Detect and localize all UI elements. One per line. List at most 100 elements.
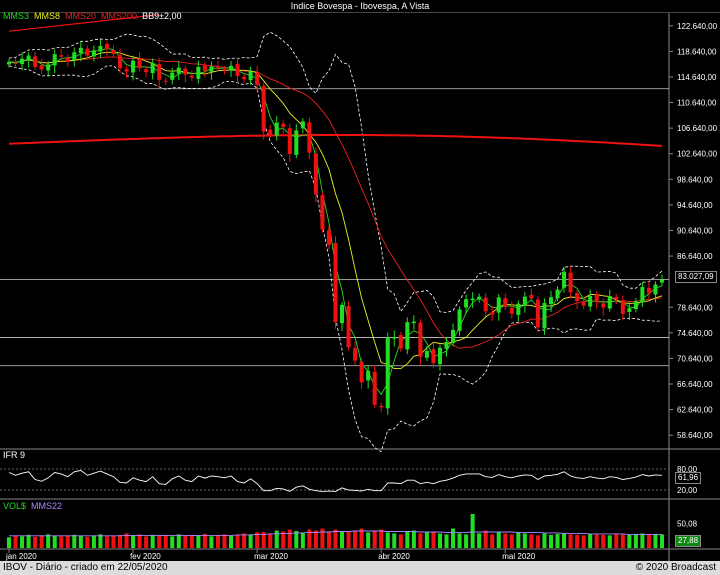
- price-tick-label: 98.640,00: [677, 175, 713, 184]
- candle-body: [411, 321, 416, 324]
- volume-bar: [627, 534, 632, 548]
- candle-body: [202, 65, 207, 71]
- candle-body: [313, 153, 318, 195]
- mms20-line: [8, 56, 663, 349]
- volume-bar: [326, 531, 331, 548]
- candle-body: [268, 129, 273, 135]
- chart-title: Indice Bovespa - Ibovespa, A Vista: [290, 1, 430, 11]
- price-tick-label: 58.640,00: [677, 431, 713, 440]
- price-tick-label: 110.640,00: [677, 99, 717, 108]
- candle-body: [418, 322, 423, 357]
- volume-bar: [137, 534, 142, 548]
- volume-bar: [340, 530, 345, 548]
- legend-mms8: MMS8: [34, 11, 61, 21]
- volume-bar: [431, 531, 436, 548]
- volume-axis-label: 50,08: [677, 520, 698, 529]
- candle-body: [78, 47, 83, 54]
- candle-body: [85, 48, 90, 56]
- ifr-line: [8, 469, 663, 492]
- candle-body: [117, 55, 123, 69]
- candle-body: [614, 296, 619, 300]
- candle-body: [509, 307, 514, 314]
- volume-bar: [359, 528, 364, 548]
- volume-bar: [470, 513, 475, 548]
- volume-bar: [26, 534, 31, 548]
- candle-body: [392, 336, 397, 339]
- volume-bar: [268, 533, 273, 548]
- bollinger-lower: [8, 65, 663, 453]
- price-tick-label: 118.640,00: [677, 47, 717, 56]
- volume-bar: [91, 535, 96, 548]
- candle-body: [359, 361, 364, 383]
- mms3-line: [8, 47, 663, 396]
- volume-bar: [496, 532, 501, 548]
- candle-body: [529, 294, 534, 299]
- candle-body: [131, 60, 136, 73]
- volume-bar: [607, 535, 612, 548]
- legend-ifr: IFR 9: [3, 450, 26, 460]
- price-tick-label: 102.640,00: [677, 150, 718, 159]
- price-tick-label: 78.640,00: [677, 303, 713, 312]
- candle-body: [548, 297, 554, 305]
- candle-body: [398, 335, 403, 349]
- candle-body: [581, 302, 586, 306]
- volume-bar: [542, 533, 547, 548]
- volume-bar: [209, 536, 214, 548]
- candle-body: [555, 289, 560, 299]
- candle-body: [91, 50, 96, 57]
- price-tick-label: 66.640,00: [677, 380, 713, 389]
- volume-bar: [65, 535, 70, 548]
- volume-bar: [483, 530, 488, 548]
- candle-body: [320, 195, 325, 230]
- candle-body: [33, 56, 38, 67]
- date-label: jan 2020: [5, 552, 37, 561]
- candle-body: [575, 293, 580, 302]
- volume-bar: [522, 533, 527, 548]
- volume-bar: [562, 532, 567, 548]
- volume-bar: [46, 534, 51, 548]
- date-label: fev 2020: [130, 552, 161, 561]
- volume-bar: [235, 534, 240, 548]
- volume-bar: [85, 536, 90, 548]
- candle-body: [170, 72, 175, 80]
- volume-bar: [300, 532, 305, 548]
- legend-mms20: MMS20: [65, 11, 97, 21]
- candle-body: [490, 312, 495, 315]
- candle-body: [562, 271, 567, 288]
- candle-body: [372, 371, 377, 405]
- candle-body: [111, 50, 116, 55]
- candle-body: [248, 71, 253, 81]
- candle-body: [437, 347, 443, 365]
- candle-body: [98, 45, 103, 52]
- volume-bar: [529, 534, 534, 548]
- volume-bar: [215, 535, 220, 548]
- candle-body: [222, 69, 227, 71]
- candle-body: [627, 308, 632, 312]
- candle-body: [594, 294, 599, 303]
- candle-body: [196, 66, 201, 79]
- candle-body: [242, 76, 247, 80]
- candle-body: [346, 305, 351, 348]
- candle-body: [20, 58, 25, 65]
- volume-bar: [379, 529, 384, 548]
- candle-body: [535, 299, 540, 328]
- volume-bar: [555, 533, 560, 548]
- volume-bar: [366, 532, 371, 548]
- candle-body: [183, 68, 188, 75]
- candle-body: [307, 122, 312, 153]
- volume-bar: [255, 532, 260, 548]
- candle-body: [189, 75, 194, 78]
- candle-body: [157, 64, 162, 80]
- volume-bar: [503, 533, 508, 548]
- volume-bar: [398, 534, 403, 548]
- candle-body: [464, 299, 469, 308]
- candle-body: [26, 55, 31, 60]
- volume-bar: [261, 531, 266, 548]
- ibovespa-chart[interactable]: 122.640,00 118.640,00 114.640,00 110.640,00…: [0, 0, 720, 561]
- candle-body: [228, 65, 234, 71]
- legend-mms200: MMS200: [101, 11, 138, 21]
- candle-body: [235, 63, 240, 76]
- volume-bar: [111, 535, 116, 548]
- date-label: abr 2020: [378, 552, 410, 561]
- volume-bar: [287, 529, 292, 548]
